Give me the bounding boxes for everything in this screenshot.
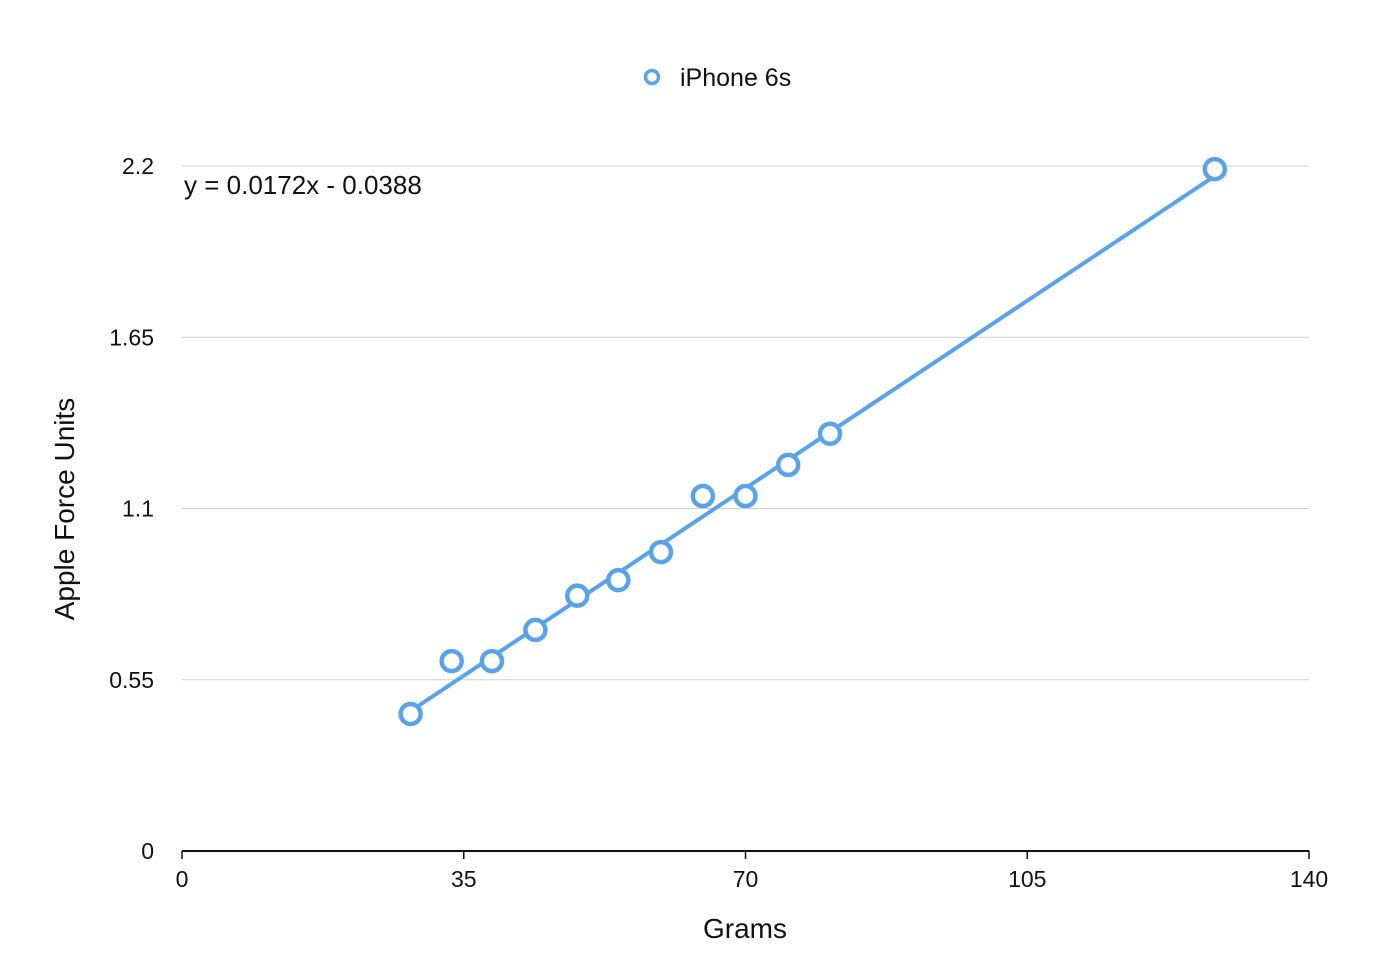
data-point-1: [439, 648, 464, 674]
y-tick-label-3: 1.65: [109, 324, 154, 350]
y-tick-label-2: 1.1: [122, 496, 154, 522]
gridlines: [182, 165, 1309, 681]
x-axis-title: Grams: [703, 913, 787, 944]
trendline-equation: y = 0.0172x - 0.0388: [184, 170, 422, 200]
data-point-9: [775, 452, 801, 478]
y-axis-title: Apple Force Units: [49, 398, 80, 621]
y-tick-label-0: 0: [141, 838, 154, 864]
y-tick-label-4: 2.2: [122, 153, 154, 179]
trendline: [408, 173, 1217, 713]
data-point-0: [398, 701, 423, 727]
legend-marker-icon: [643, 68, 661, 86]
y-tick-labels: 0 0.55 1.1 1.65 2.2: [109, 153, 154, 864]
legend-label: iPhone 6s: [680, 64, 791, 92]
legend: iPhone 6s: [643, 64, 791, 92]
data-points: [398, 156, 1228, 727]
x-tick-label-2: 70: [733, 866, 759, 892]
data-point-6: [648, 539, 674, 565]
data-point-2: [479, 648, 505, 674]
axes: [181, 850, 1310, 859]
data-point-4: [565, 583, 590, 608]
data-point-10: [817, 421, 843, 447]
data-point-11: [1202, 156, 1228, 182]
data-point-8: [733, 483, 758, 509]
data-point-3: [523, 617, 548, 643]
x-tick-label-1: 35: [451, 866, 477, 892]
trendline-layer: [408, 173, 1217, 713]
x-tick-label-4: 140: [1290, 866, 1328, 892]
x-tick-label-3: 105: [1008, 866, 1046, 892]
x-tick-labels: 0 35 70 105 140: [176, 866, 1329, 892]
data-point-5: [606, 567, 631, 593]
data-point-7: [690, 483, 716, 509]
y-tick-label-1: 0.55: [109, 667, 154, 693]
x-tick-label-0: 0: [176, 866, 189, 892]
